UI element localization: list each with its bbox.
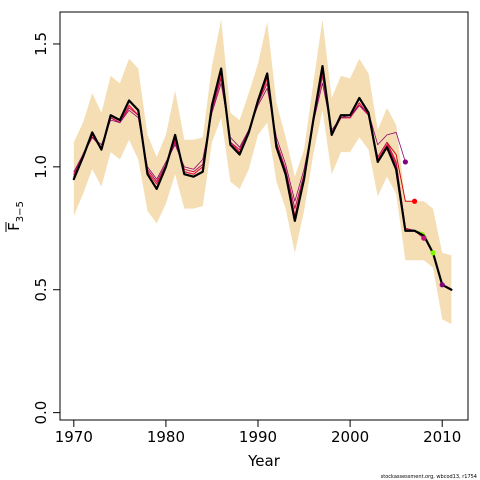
y-axis-title: F3−5: [5, 201, 26, 232]
confidence-band: [73, 19, 452, 325]
x-tick-label-1980: 1980: [147, 428, 185, 446]
x-tick-label-1970: 1970: [55, 428, 93, 446]
y-axis-title-main: F: [5, 222, 23, 231]
y-tick-label-2: 1.0: [32, 155, 50, 179]
end-point-2006: [402, 159, 408, 165]
end-point-2008: [421, 235, 427, 241]
y-tick-label-0: 0.0: [32, 401, 50, 425]
x-axis: 1970 1980 1990 2000 2010: [55, 419, 461, 446]
series-layer: [72, 64, 453, 291]
end-points-layer: [402, 159, 445, 288]
retro-series-line-4: [386, 141, 416, 202]
svg-text:F3−5: F3−5: [5, 201, 26, 231]
end-point-2009: [430, 250, 436, 256]
end-point-2010: [439, 282, 445, 288]
main-series-line: [72, 64, 453, 291]
y-axis-title-sub: 3−5: [15, 201, 26, 222]
y-tick-label-1: 0.5: [32, 278, 50, 302]
x-axis-title: Year: [247, 452, 281, 470]
confidence-band-layer: [73, 19, 452, 325]
x-tick-label-2000: 2000: [331, 428, 369, 446]
end-point-2007: [411, 198, 418, 204]
y-tick-label-3: 1.5: [32, 32, 50, 56]
x-tick-label-1990: 1990: [239, 428, 277, 446]
footer-credit: stockassessment.org, wbcod13, r1754: [381, 474, 477, 480]
y-axis: 0.0 0.5 1.0 1.5: [32, 32, 61, 425]
x-tick-label-2010: 2010: [423, 428, 461, 446]
